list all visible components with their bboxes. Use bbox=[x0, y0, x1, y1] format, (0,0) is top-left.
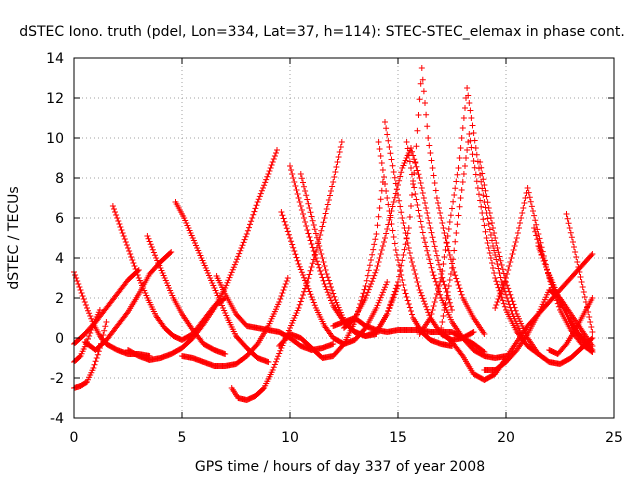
y-tick-label: 8 bbox=[55, 171, 64, 187]
y-axis-label: dSTEC / TECUs bbox=[6, 186, 22, 289]
series-4 bbox=[81, 249, 175, 353]
series-4-points bbox=[81, 249, 175, 353]
series-20-points bbox=[373, 65, 488, 337]
series-22-points bbox=[416, 85, 527, 341]
series-30-points bbox=[546, 295, 596, 357]
series-18-points bbox=[375, 139, 455, 349]
x-axis-label: GPS time / hours of day 337 of year 2008 bbox=[195, 459, 485, 475]
y-tick-label: 4 bbox=[55, 251, 64, 267]
x-tick-label: 25 bbox=[605, 430, 623, 446]
series-21-points bbox=[403, 139, 509, 361]
series-30 bbox=[546, 295, 596, 357]
series-12 bbox=[278, 209, 391, 347]
x-tick-label: 20 bbox=[497, 430, 515, 446]
series-22 bbox=[416, 85, 527, 341]
y-tick-label: 10 bbox=[46, 131, 64, 147]
x-tick-label: 0 bbox=[70, 430, 79, 446]
chart-title: dSTEC Iono. truth (pdel, Lon=334, Lat=37… bbox=[19, 24, 625, 40]
series-10-points bbox=[213, 273, 337, 353]
axes-layer: 0 5 10 15 20 25 -4 -2 0 2 4 6 8 10 12 14 bbox=[46, 51, 623, 446]
y-tick-label: 0 bbox=[55, 331, 64, 347]
series-21 bbox=[403, 139, 509, 361]
series-8 bbox=[125, 147, 280, 363]
series-31 bbox=[563, 211, 596, 335]
series-6 bbox=[144, 233, 229, 357]
series-9 bbox=[179, 275, 291, 369]
series-11 bbox=[228, 139, 345, 403]
series-7 bbox=[172, 199, 272, 365]
series-12-points bbox=[278, 209, 391, 347]
marks-layer bbox=[71, 65, 596, 403]
y-tick-label: 14 bbox=[46, 51, 64, 67]
series-10 bbox=[213, 273, 337, 353]
plot-frame bbox=[73, 57, 615, 419]
y-tick-label: 6 bbox=[55, 211, 64, 227]
x-tick-label: 15 bbox=[389, 430, 407, 446]
y-tick-label: -2 bbox=[50, 371, 64, 387]
y-tick-label: -4 bbox=[50, 411, 64, 427]
series-8-points bbox=[125, 147, 280, 363]
series-20 bbox=[373, 65, 488, 337]
series-6-points bbox=[144, 233, 229, 357]
series-31-points bbox=[563, 211, 596, 335]
series-13 bbox=[287, 163, 380, 339]
series-9-points bbox=[179, 275, 291, 369]
x-tick-label: 10 bbox=[281, 430, 299, 446]
y-tick-label: 2 bbox=[55, 291, 64, 307]
series-11-points bbox=[228, 139, 345, 403]
x-tick-label: 5 bbox=[178, 430, 187, 446]
series-23 bbox=[438, 131, 542, 357]
series-13-points bbox=[287, 163, 380, 339]
grid-layer bbox=[74, 58, 614, 418]
series-7-points bbox=[172, 199, 272, 365]
series-23-points bbox=[438, 131, 542, 357]
y-tick-label: 12 bbox=[46, 91, 64, 107]
series-18 bbox=[375, 139, 455, 349]
